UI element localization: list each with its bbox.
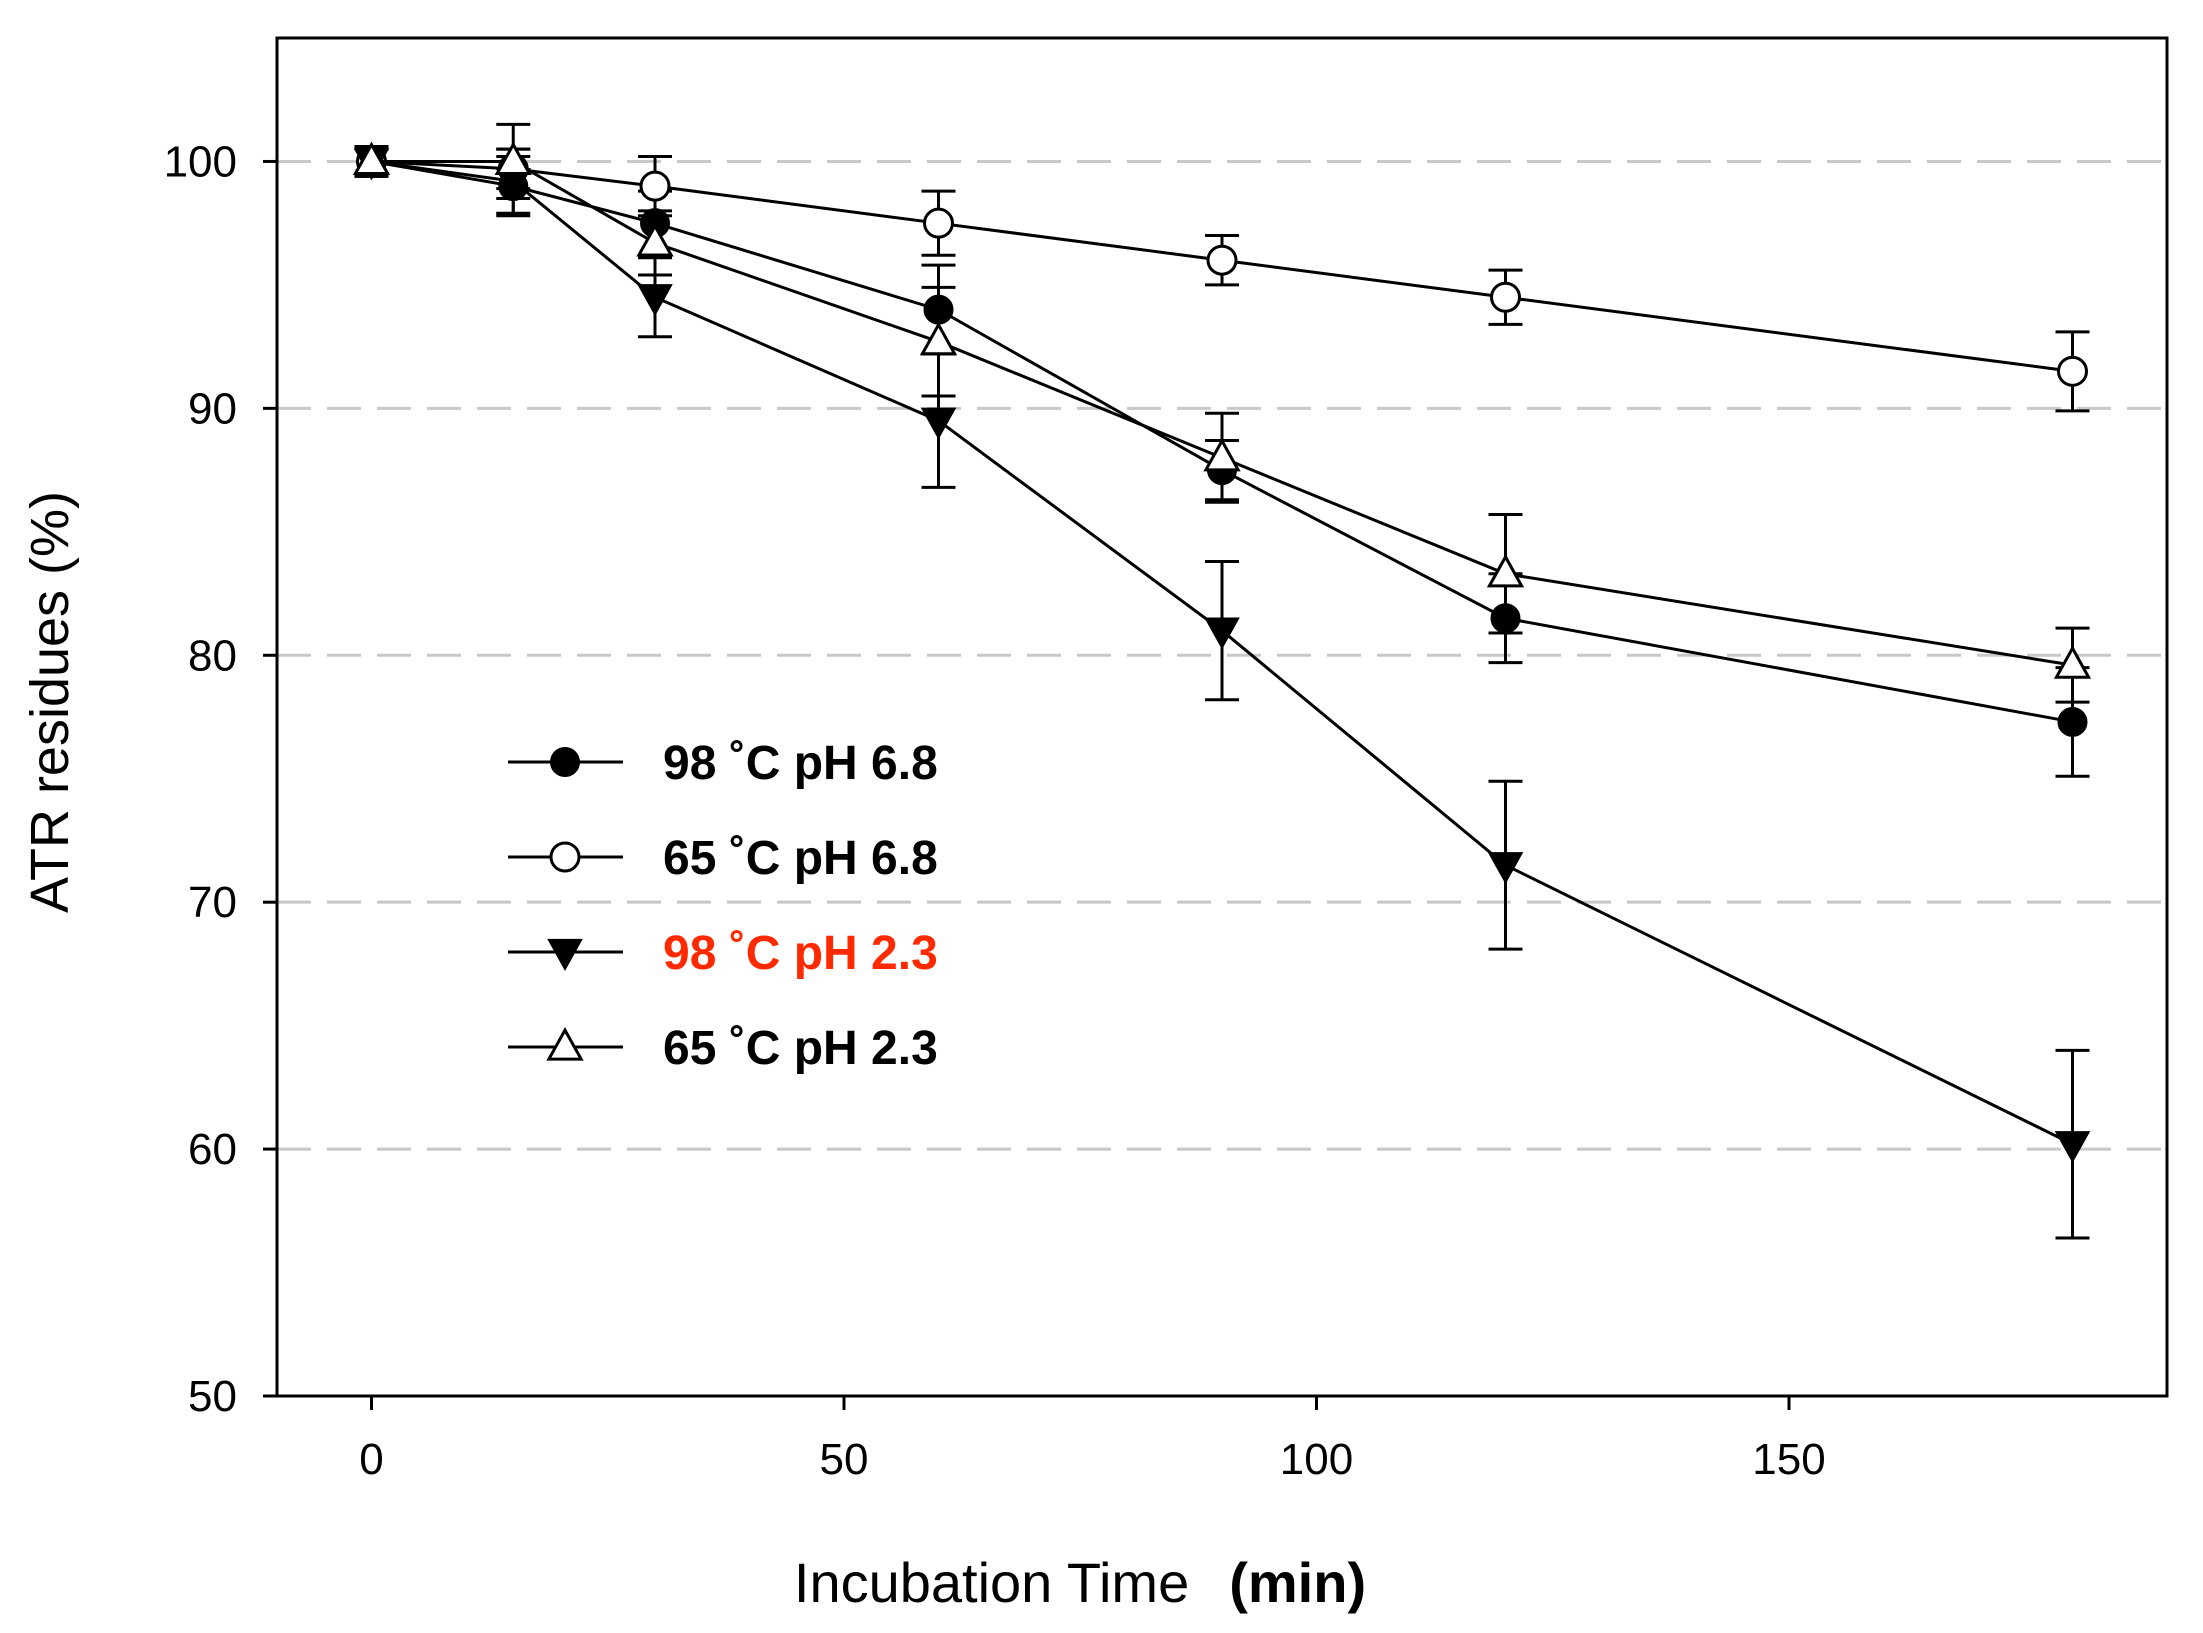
legend-label: 98 ˚C pH 2.3 [663,927,938,980]
series-3 [353,145,2091,1240]
x-axis-title-unit: (min) [1229,1551,1366,1614]
legend-label: 65 ˚C pH 6.8 [663,832,938,885]
data-point [1486,553,1525,588]
plot-area [352,122,2092,1240]
data-point [919,321,958,356]
data-point [1203,437,1241,472]
data-point [1206,244,1238,276]
legend-item: 98 ˚C pH 6.8 [508,737,938,790]
x-axis-title: Incubation Time (min) [794,1551,1366,1614]
x-tick-label: 0 [359,1435,383,1484]
plot-frame [275,36,2169,1398]
x-axis-title-text: Incubation Time [794,1551,1189,1614]
data-point [1204,617,1240,650]
data-point [1490,281,1521,313]
legend-item: 65 ˚C pH 2.3 [508,1022,938,1075]
x-tick-label: 100 [1280,1435,1353,1484]
legend-item: 65 ˚C pH 6.8 [508,832,938,885]
legend-marker [547,938,583,971]
series-2 [354,145,2090,413]
legend-item: 98 ˚C pH 2.3 [508,927,938,980]
x-tick-label: 50 [820,1435,869,1484]
legend: 98 ˚C pH 6.8 65 ˚C pH 6.8 98 ˚C pH 2.3 65 ˚… [508,737,938,1075]
y-tick-label: 100 [164,137,237,186]
data-point [2057,355,2088,387]
data-point [2053,645,2092,679]
y-tick-label: 50 [188,1372,237,1421]
y-axis-title: ATR residues (%) [20,491,80,913]
legend-label: 65 ˚C pH 2.3 [663,1022,938,1075]
data-point [923,207,954,239]
data-point [639,170,671,202]
y-tick-label: 60 [188,1125,237,1174]
legend-marker [546,1027,584,1061]
data-point [2057,706,2088,737]
legend-label: 98 ˚C pH 6.8 [663,737,938,790]
legend-marker [549,841,581,873]
legend-marker [550,747,580,777]
data-point [920,407,957,440]
gridlines [277,159,2167,1151]
y-tick-label: 80 [188,631,237,680]
data-point [1487,852,1524,885]
data-point [637,284,673,317]
y-tick-label: 70 [188,878,237,927]
x-tick-label: 150 [1752,1435,1825,1484]
data-point [636,222,674,257]
data-point [2054,1131,2091,1164]
data-point [494,141,532,176]
axes: 50 60 70 80 90 100 0 50 100 150 [164,36,2169,1484]
series-4 [352,122,2092,704]
y-tick-label: 90 [188,384,237,433]
data-point [352,141,391,176]
